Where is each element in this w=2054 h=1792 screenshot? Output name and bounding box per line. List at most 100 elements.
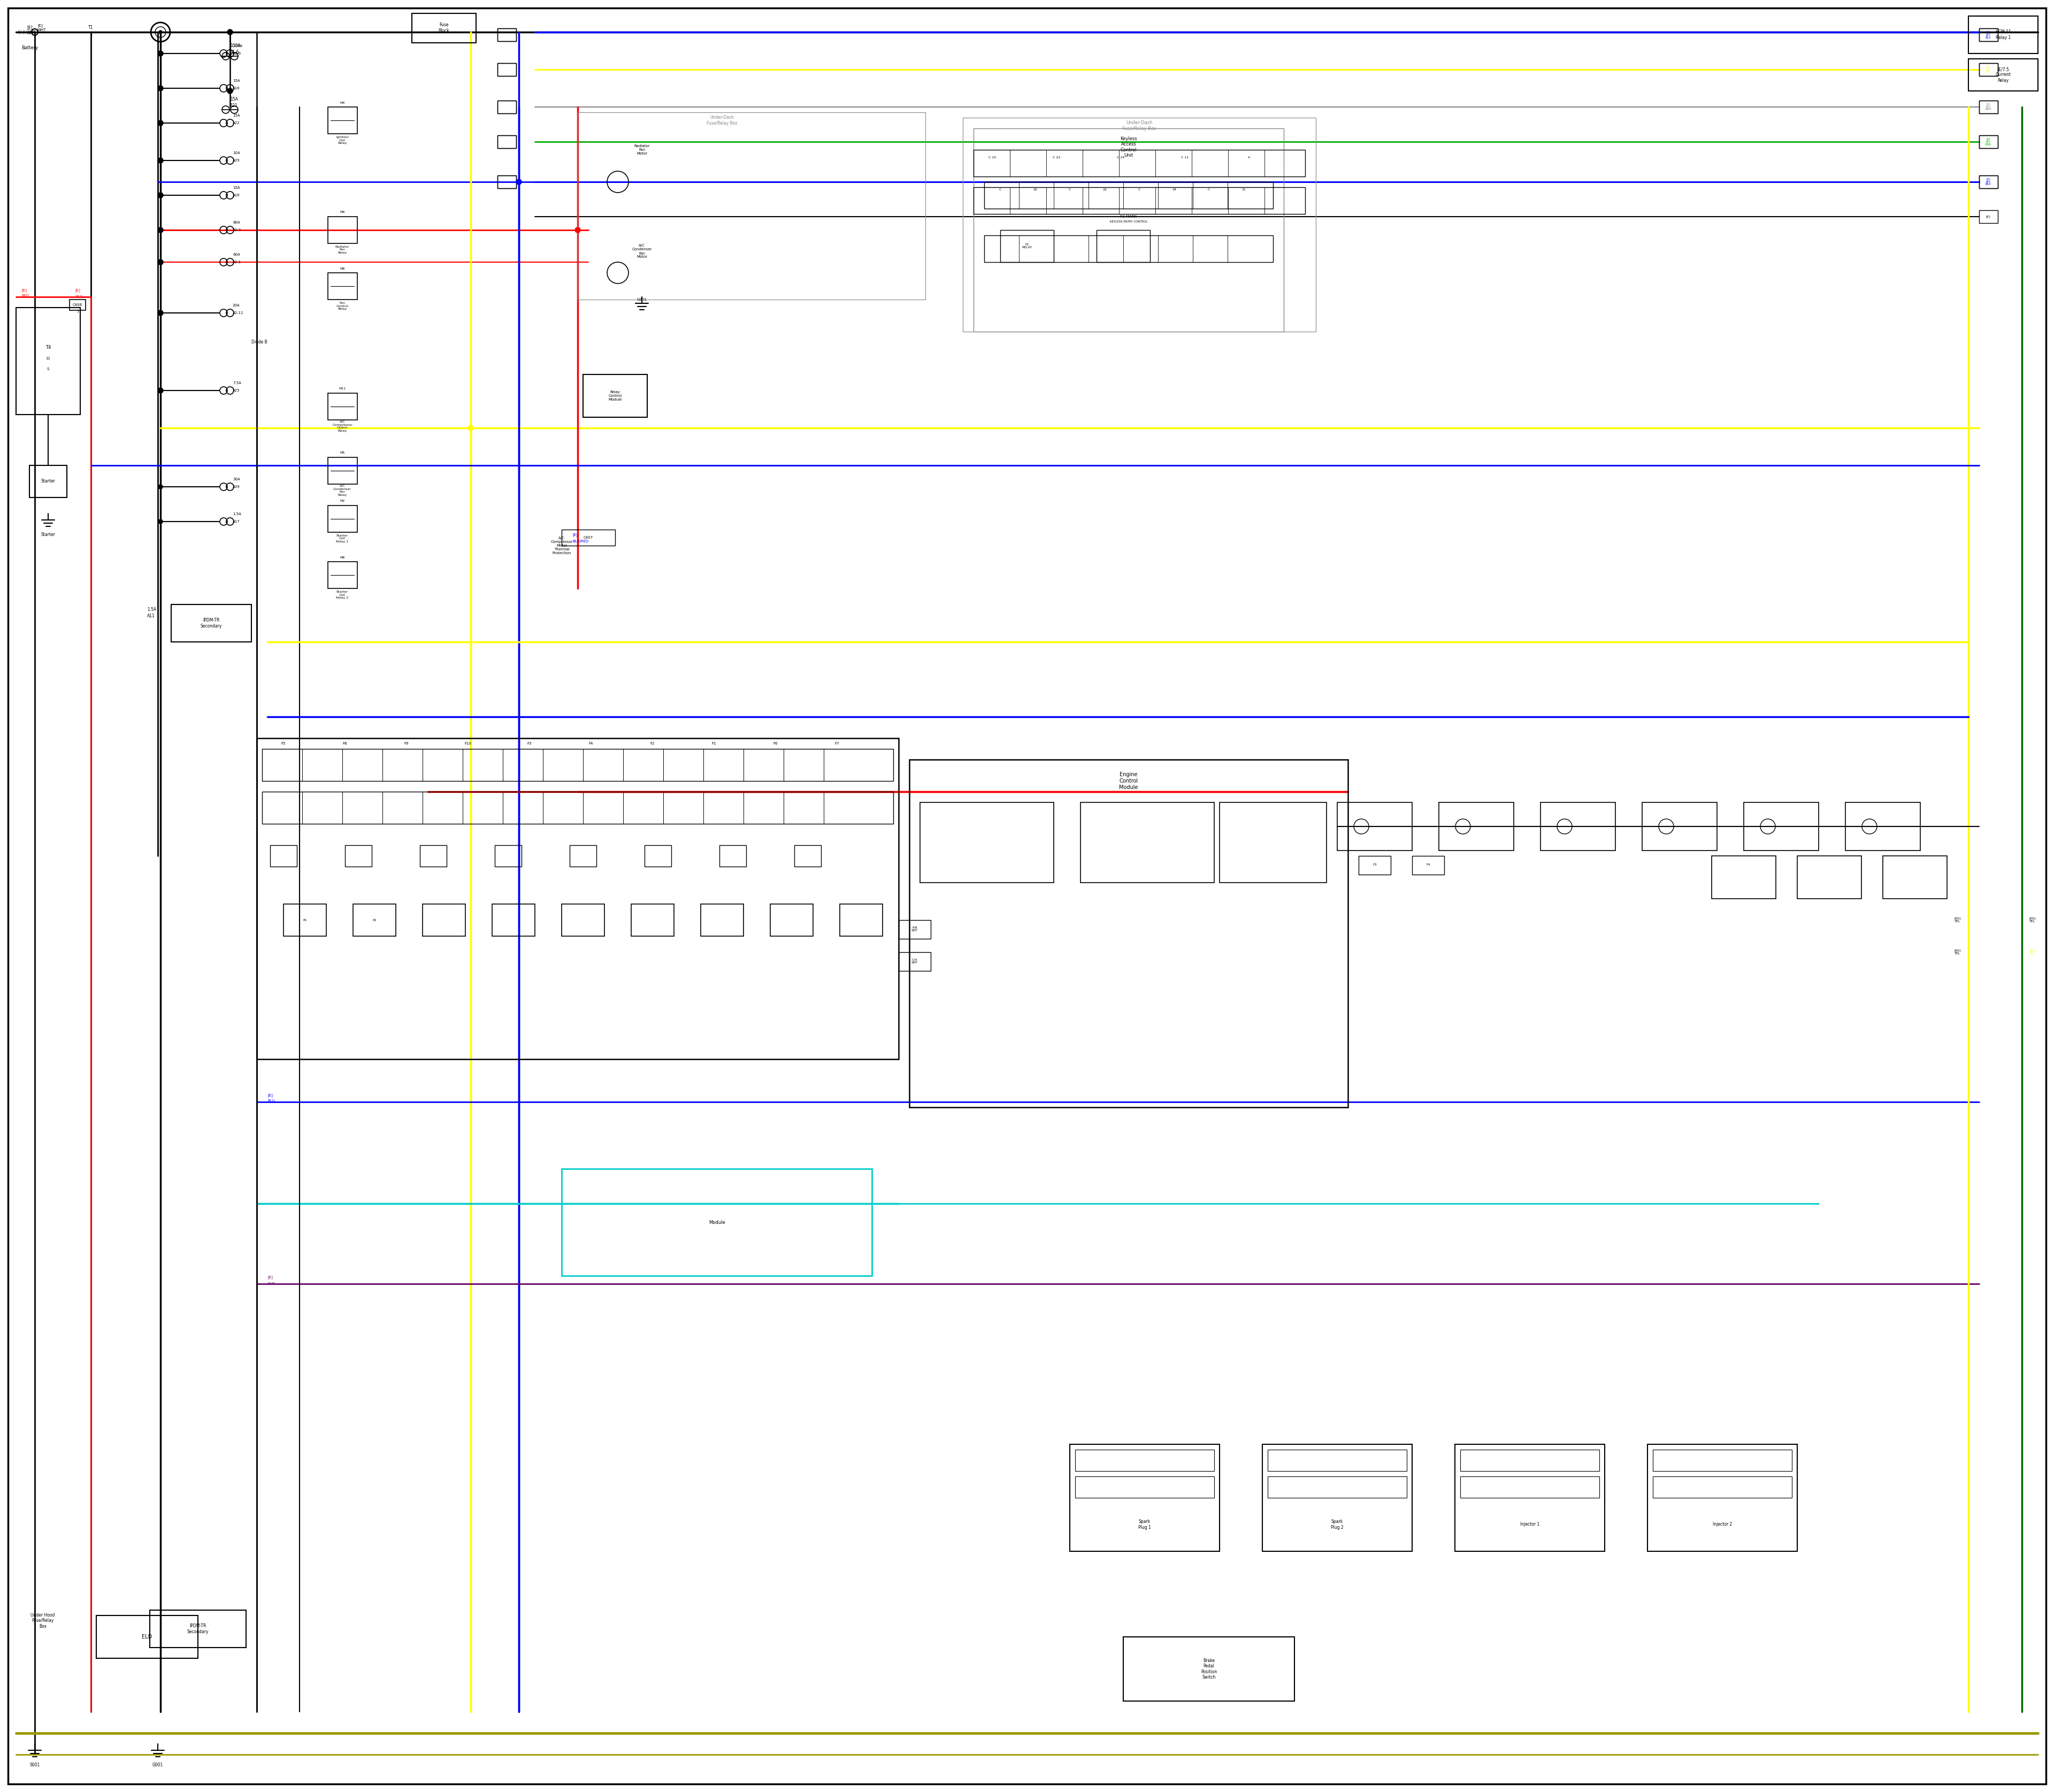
Bar: [497, 63, 516, 75]
Text: [E]: [E]: [1986, 30, 1990, 34]
Text: [E]: [E]: [267, 1093, 273, 1097]
Circle shape: [158, 120, 162, 125]
Bar: [984, 235, 1273, 262]
Text: A2-3: A2-3: [232, 228, 240, 231]
Text: S: S: [47, 367, 49, 371]
Bar: [1097, 229, 1150, 262]
Text: [E]: [E]: [1986, 138, 1990, 140]
Text: Fuse
Block: Fuse Block: [438, 23, 450, 32]
Bar: [345, 846, 372, 867]
Text: YEL: YEL: [1986, 72, 1990, 73]
Bar: [963, 118, 1317, 332]
Bar: [719, 846, 746, 867]
Text: A16: A16: [232, 194, 240, 197]
Text: [EE]
TEL: [EE] TEL: [1953, 950, 1962, 955]
Text: 10: 10: [1033, 188, 1037, 192]
Bar: [561, 530, 614, 545]
Text: Under-Dash
Fuse/Relay Box: Under-Dash Fuse/Relay Box: [707, 115, 737, 125]
Bar: [1263, 1444, 1413, 1552]
Bar: [583, 375, 647, 418]
Text: Starter: Starter: [41, 532, 55, 538]
Bar: [329, 272, 357, 299]
Text: F9: F9: [405, 742, 409, 745]
Bar: [1000, 229, 1054, 262]
Bar: [497, 176, 516, 188]
Bar: [1413, 857, 1444, 874]
Bar: [1358, 857, 1391, 874]
Bar: [974, 186, 1304, 213]
Circle shape: [158, 389, 162, 392]
Bar: [263, 792, 893, 824]
Text: 7.5A: 7.5A: [232, 382, 240, 385]
Bar: [569, 846, 596, 867]
Text: 1: 1: [33, 41, 37, 45]
Text: Relay
Control
Module: Relay Control Module: [608, 391, 622, 401]
Bar: [577, 113, 926, 299]
Bar: [1980, 210, 1999, 222]
Bar: [840, 903, 883, 935]
Bar: [1267, 1477, 1407, 1498]
Circle shape: [158, 30, 162, 34]
Text: [E]: [E]: [1986, 215, 1990, 219]
Text: [E]: [E]: [267, 1276, 273, 1279]
Bar: [497, 29, 516, 41]
Text: (+): (+): [18, 30, 25, 34]
Text: 15A: 15A: [232, 115, 240, 116]
Bar: [1980, 176, 1999, 188]
Text: Radiator
Fan
Relay: Radiator Fan Relay: [335, 246, 349, 254]
Circle shape: [158, 260, 162, 263]
Circle shape: [228, 88, 232, 93]
Text: BLU: BLU: [267, 1098, 275, 1102]
Text: Under Hood
Fuse/Relay
Box: Under Hood Fuse/Relay Box: [31, 1613, 55, 1629]
Bar: [631, 903, 674, 935]
Text: 11: 11: [1241, 188, 1245, 192]
Bar: [1454, 1444, 1604, 1552]
Bar: [1337, 803, 1413, 851]
Text: HCM-11
Relay 1: HCM-11 Relay 1: [1994, 30, 2011, 39]
Text: [E]: [E]: [1986, 102, 1990, 106]
Bar: [329, 108, 357, 134]
Text: A22: A22: [232, 122, 240, 125]
Bar: [1980, 29, 1999, 41]
Bar: [1797, 857, 1861, 898]
Text: T1: T1: [88, 25, 92, 30]
Text: [EE]
YEL: [EE] YEL: [1953, 918, 1962, 923]
Bar: [1641, 803, 1717, 851]
Text: [EE]
YEL: [EE] YEL: [2029, 918, 2036, 923]
Text: ELD: ELD: [142, 1634, 152, 1640]
Text: P2: P2: [372, 919, 376, 921]
Text: PUR: PUR: [267, 1283, 275, 1285]
Text: Starter: Starter: [41, 478, 55, 484]
Text: M5: M5: [339, 452, 345, 455]
Bar: [1980, 176, 1999, 188]
Circle shape: [158, 86, 162, 90]
Bar: [1653, 1450, 1791, 1471]
Text: 10A: 10A: [232, 151, 240, 154]
Text: C 22: C 22: [1052, 156, 1060, 159]
Bar: [770, 903, 813, 935]
Bar: [984, 181, 1273, 208]
Bar: [1980, 100, 1999, 113]
Text: A/C
Compressor
Motor
Thermal
Protection: A/C Compressor Motor Thermal Protection: [550, 536, 573, 556]
Bar: [1124, 1636, 1294, 1701]
Text: 20A: 20A: [232, 305, 240, 306]
Text: FC
RELAY: FC RELAY: [1021, 244, 1033, 249]
Bar: [1980, 63, 1999, 75]
Bar: [561, 1168, 871, 1276]
Text: [E]: [E]: [1986, 106, 1990, 108]
Text: [E]: [E]: [74, 289, 80, 292]
Bar: [70, 299, 86, 310]
Bar: [1540, 803, 1614, 851]
Text: A2-11: A2-11: [232, 312, 244, 315]
Text: P1: P1: [302, 919, 306, 921]
Text: M9: M9: [339, 211, 345, 213]
Text: Module: Module: [709, 1220, 725, 1224]
Text: F7: F7: [834, 742, 840, 745]
Text: Radiator
Fan
Motor: Radiator Fan Motor: [635, 145, 649, 156]
Bar: [1080, 803, 1214, 883]
Text: C 24: C 24: [1117, 156, 1124, 159]
Text: M4: M4: [339, 102, 345, 104]
Circle shape: [158, 120, 162, 125]
Text: BLU: BLU: [1986, 36, 1990, 39]
Text: M2: M2: [339, 500, 345, 502]
